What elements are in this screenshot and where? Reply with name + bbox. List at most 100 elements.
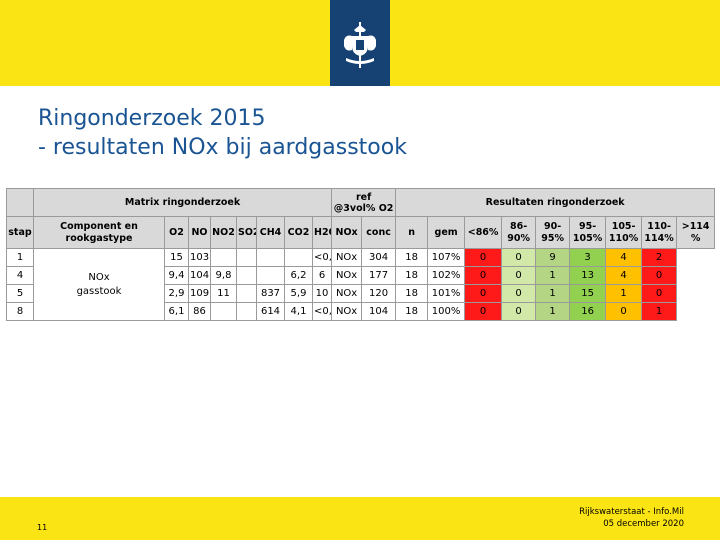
col-header-component: Component en rookgastype [33, 216, 165, 249]
col-header-105-110-a: 105- [611, 220, 636, 232]
col-header-110-114: 110- 114% [641, 216, 678, 249]
cell-gem: 101% [427, 284, 466, 303]
cell-nox: NOx [331, 284, 363, 303]
col-header-86-90-b: 90% [507, 232, 530, 244]
col-header-110-114-a: 110- [647, 220, 671, 232]
cell-ch4: 614 [256, 302, 285, 321]
cell-stap: 8 [6, 302, 34, 321]
title-line-2: - resultaten NOx bij aardgasstook [38, 135, 407, 160]
cell-so2 [236, 302, 257, 321]
col-header-so2: SO2 [236, 216, 257, 249]
col-header-n: n [395, 216, 429, 249]
cell-86-90: 0 [501, 248, 537, 267]
cell-105-110: 0 [605, 302, 643, 321]
cell-no: 109 [188, 284, 211, 303]
cell-n: 18 [395, 284, 429, 303]
col-header-105-110: 105- 110% [605, 216, 643, 249]
stap-header-spacer [6, 188, 34, 217]
cell-above-114: 0 [641, 266, 678, 285]
cell-stap: 4 [6, 266, 34, 285]
cell-h2o: 6 [311, 266, 333, 285]
cell-n: 18 [395, 302, 429, 321]
col-header-ch4: CH4 [256, 216, 285, 249]
cell-95-105: 16 [569, 302, 607, 321]
table-row: 1 NOx gasstook 15 103 <0,3 NOx 304 18 10… [6, 248, 715, 321]
col-header-86-90: 86- 90% [501, 216, 537, 249]
col-header-no: NO [188, 216, 211, 249]
col-header-95-105: 95- 105% [569, 216, 607, 249]
cell-n: 18 [395, 266, 429, 285]
cell-co2: 5,9 [284, 284, 313, 303]
table-row: 5 2,9 109 11 837 5,9 10 NOx 120 18 101% … [6, 284, 715, 303]
col-header-above-114-b: % [690, 232, 701, 244]
cell-above-114: 1 [641, 302, 678, 321]
component-label-1: NOx [88, 271, 110, 283]
col-header-stap: stap [6, 216, 34, 249]
col-header-90-95-a: 90- [544, 220, 562, 232]
footer-info: Rijkswaterstaat - Info.Mil 05 december 2… [579, 506, 684, 530]
logo [330, 0, 390, 86]
col-header-no2: NO2 [210, 216, 237, 249]
col-header-below-86: <86% [464, 216, 503, 249]
title-line-1: Ringonderzoek 2015 [38, 106, 266, 131]
col-header-o2: O2 [164, 216, 189, 249]
cell-nox: NOx [331, 248, 363, 267]
cell-o2: 2,9 [164, 284, 189, 303]
cell-86-90: 0 [501, 266, 537, 285]
cell-so2 [236, 248, 257, 267]
col-header-110-114-b: 114% [644, 232, 674, 244]
col-header-above-114: >114% [676, 216, 716, 249]
col-header-conc: conc [361, 216, 397, 249]
cell-o2: 6,1 [164, 302, 189, 321]
cell-conc: 177 [361, 266, 397, 285]
col-header-component-line1: Component en [60, 220, 138, 232]
cell-no2 [210, 248, 237, 267]
ref-sub-label: @3vol% O2 [333, 202, 394, 214]
col-header-95-105-a: 95- [579, 220, 597, 232]
ref-group-header: ref @3vol% O2 [331, 188, 397, 217]
cell-h2o: <0,3 [311, 248, 333, 267]
coat-of-arms-icon [344, 22, 376, 68]
cell-above-114: 2 [641, 248, 678, 267]
cell-105-110: 1 [605, 284, 643, 303]
cell-no: 103 [188, 248, 211, 267]
col-header-95-105-b: 105% [572, 232, 603, 244]
cell-105-110: 4 [605, 248, 643, 267]
matrix-group-header: Matrix ringonderzoek [32, 188, 333, 217]
cell-o2: 9,4 [164, 266, 189, 285]
top-bar [0, 0, 720, 86]
cell-86-90: 0 [501, 302, 537, 321]
cell-90-95: 9 [535, 248, 571, 267]
cell-h2o: <0,3 [311, 302, 333, 321]
page-number: 11 [37, 523, 48, 532]
cell-o2: 15 [164, 248, 189, 267]
cell-no2 [210, 302, 237, 321]
cell-so2 [236, 284, 257, 303]
cell-conc: 304 [361, 248, 397, 267]
results-group-header: Resultaten ringonderzoek [395, 188, 716, 217]
cell-no2: 9,8 [210, 266, 237, 285]
cell-95-105: 3 [569, 248, 607, 267]
cell-105-110: 4 [605, 266, 643, 285]
col-header-gem: gem [427, 216, 466, 249]
cell-stap: 1 [6, 248, 34, 267]
cell-nox: NOx [331, 302, 363, 321]
footer-date: 05 december 2020 [603, 519, 684, 529]
cell-90-95: 1 [535, 284, 571, 303]
cell-90-95: 1 [535, 302, 571, 321]
cell-gem: 107% [427, 248, 466, 267]
cell-90-95: 1 [535, 266, 571, 285]
cell-so2 [236, 266, 257, 285]
cell-co2 [284, 248, 313, 267]
cell-95-105: 15 [569, 284, 607, 303]
ref-label: ref [355, 191, 372, 203]
table-group-header-row: Matrix ringonderzoek ref @3vol% O2 Resul… [6, 188, 716, 217]
cell-below-86: 0 [464, 248, 503, 267]
cell-ch4 [256, 248, 285, 267]
cell-ch4 [256, 266, 285, 285]
col-header-h2o: H2O [311, 216, 333, 249]
slide-title: Ringonderzoek 2015 - resultaten NOx bij … [38, 104, 698, 162]
col-header-above-114-a: >114 [681, 220, 710, 232]
results-table: Matrix ringonderzoek ref @3vol% O2 Resul… [6, 188, 716, 321]
cell-nox: NOx [331, 266, 363, 285]
